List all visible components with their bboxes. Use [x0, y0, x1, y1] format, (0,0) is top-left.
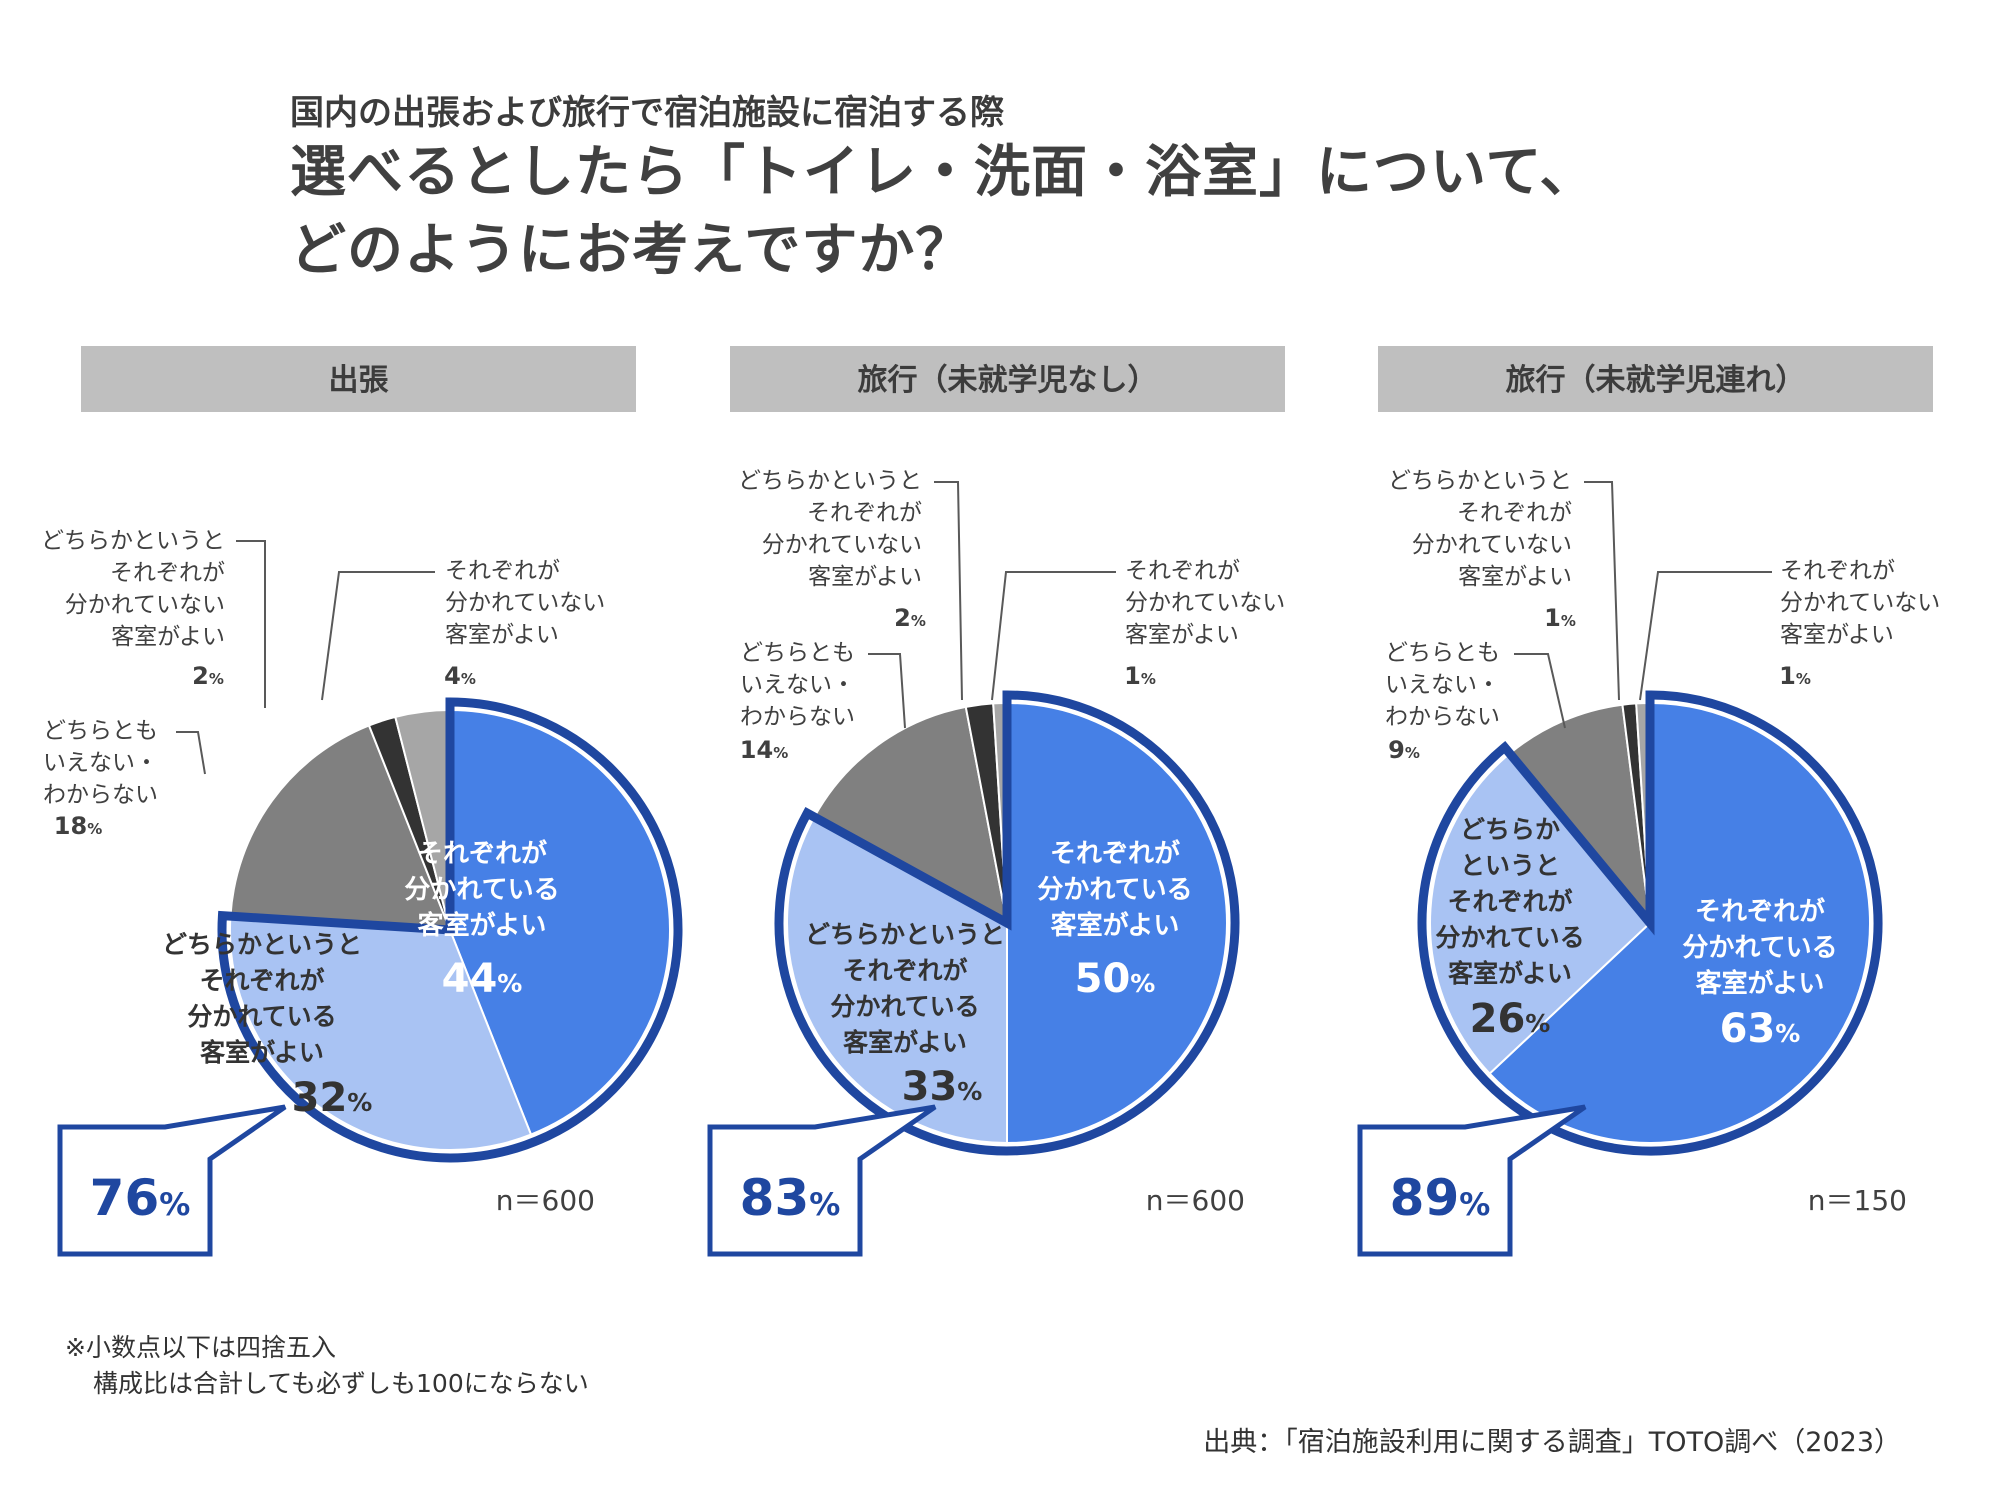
slice-label: どちらかというとそれぞれが分かれている客室がよい: [162, 930, 362, 1067]
highlight-outline: [1417, 690, 1883, 1156]
slice-value: 1%: [1544, 604, 1576, 632]
combined-callout-box: [57, 1104, 287, 1257]
slice-separated: [1006, 701, 1228, 1145]
slice-label: それぞれが分かれている客室がよい: [1682, 896, 1837, 999]
combined-callout-box: [707, 1104, 937, 1257]
leader-line: [236, 540, 266, 708]
slice-label: どちらかというとそれぞれが分かれていない客室がよい: [1388, 468, 1572, 590]
chart-subtitle: 国内の出張および旅行で宿泊施設に宿泊する際: [290, 93, 1004, 133]
slice-neither: [229, 724, 452, 932]
highlight-outline: [217, 697, 683, 1163]
leader-line: [1584, 481, 1620, 701]
panel-header-bg: [81, 346, 636, 412]
slice-label: それぞれが分かれている客室がよい: [1037, 838, 1192, 941]
leader-line: [934, 481, 963, 701]
slice-somewhat-separated: [785, 815, 1008, 1145]
leader-line: [991, 571, 1116, 701]
slice-somewhat-separated: [1429, 752, 1652, 1076]
chart-title-line2: どのようにお考えですか？: [290, 218, 973, 283]
slice-value: 18%: [54, 812, 102, 840]
panel-title: 出張: [329, 363, 389, 398]
leader-line: [321, 571, 435, 701]
slice-label: それぞれが分かれていない客室がよい: [1780, 558, 1940, 648]
pie-panel-3: 旅行（未就学児連れ） それぞれが分かれている客室がよい 63% どちらかというとそれぞ…: [1357, 346, 1940, 1257]
slice-label: それぞれが分かれている客室がよい: [404, 838, 559, 941]
slice-label: どちらともいえない・わからない: [43, 718, 158, 808]
panel-header-bg: [1378, 346, 1933, 412]
source-credit: 出典：「宿泊施設利用に関する調査」TOTO調べ（2023）: [1203, 1427, 1901, 1458]
leader-line: [868, 653, 906, 729]
chart-title-line1: 選べるとしたら「トイレ・洗面・浴室」について、: [290, 140, 1597, 205]
leader-line: [176, 731, 206, 775]
panel-title: 旅行（未就学児連れ）: [1506, 363, 1806, 398]
slice-label: どちらかというとそれぞれが分かれていない客室がよい: [738, 468, 922, 590]
slice-separated: [1488, 701, 1871, 1144]
combined-value: 83%: [740, 1169, 841, 1227]
slice-value: 9%: [1388, 736, 1420, 764]
chart-header: 国内の出張および旅行で宿泊施設に宿泊する際 選べるとしたら「トイレ・洗面・浴室」…: [290, 92, 1890, 290]
slice-label: どちらかというとそれぞれが分かれている客室がよい: [805, 920, 1005, 1057]
slice-label: どちらともいえない・わからない: [1385, 640, 1500, 730]
slice-value: 2%: [192, 662, 224, 690]
slice-value: 1%: [1779, 662, 1811, 690]
slice-value: 2%: [894, 604, 926, 632]
footnote: ※小数点以下は四捨五入 構成比は合計しても必ずしも100にならない: [65, 1330, 589, 1402]
slice-label: どちらかというとそれぞれが分かれていない客室がよい: [41, 528, 225, 650]
slice-value: 1%: [1124, 662, 1156, 690]
combined-value: 89%: [1390, 1169, 1491, 1227]
sample-size: n＝150: [1808, 1184, 1907, 1217]
combined-callout-box: [1357, 1104, 1587, 1257]
footnote-line2: 構成比は合計しても必ずしも100にならない: [93, 1369, 589, 1398]
slice-value: 63%: [1720, 1006, 1801, 1052]
slice-label: どちらかというとそれぞれが分かれている客室がよい: [1435, 815, 1584, 988]
slice-label: それぞれが分かれていない客室がよい: [445, 558, 605, 648]
combined-value: 76%: [90, 1169, 191, 1227]
slice-label: どちらともいえない・わからない: [740, 640, 855, 730]
slice-value: 44%: [442, 956, 523, 1002]
leader-line: [1514, 653, 1566, 729]
slice-value: 26%: [1470, 996, 1551, 1042]
pie-panel-2: 旅行（未就学児なし） それぞれが分かれている客室がよい 50% どちらかというとそれぞ…: [707, 346, 1285, 1257]
slice-value: 50%: [1075, 956, 1156, 1002]
footnote-line1: ※小数点以下は四捨五入: [65, 1333, 336, 1362]
sample-size: n＝600: [1146, 1184, 1245, 1217]
slice-label: それぞれが分かれていない客室がよい: [1125, 558, 1285, 648]
panel-title: 旅行（未就学児なし）: [858, 363, 1158, 398]
panel-header-bg: [730, 346, 1285, 412]
slice-value: 32%: [292, 1075, 373, 1121]
slice-somewhat-separated: [229, 915, 533, 1151]
leader-line: [1639, 571, 1772, 701]
slice-value: 33%: [902, 1064, 983, 1110]
highlight-outline: [774, 690, 1240, 1156]
slice-value: 14%: [740, 736, 788, 764]
slice-separated: [449, 708, 671, 1136]
slice-value: 4%: [444, 662, 476, 690]
sample-size: n＝600: [496, 1184, 595, 1217]
slice-neither: [812, 705, 1009, 925]
